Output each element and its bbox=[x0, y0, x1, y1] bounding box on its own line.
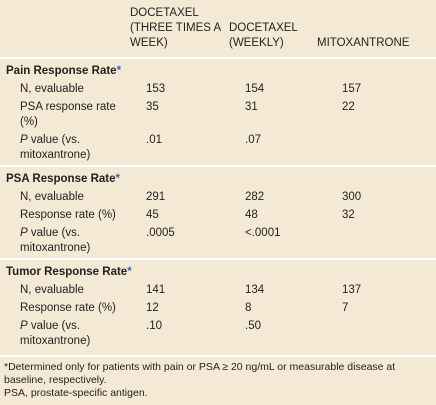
data-row: PSA response rate (%) 35 31 22 bbox=[0, 99, 436, 132]
row-label: Response rate (%) bbox=[20, 302, 116, 314]
row-label: N, evaluable bbox=[20, 284, 84, 296]
value-cell: .01 bbox=[146, 134, 162, 146]
value-cell: 32 bbox=[342, 209, 355, 221]
column-header: DOCETAXEL (WEEKLY) bbox=[229, 22, 298, 49]
value-cell: .0005 bbox=[146, 227, 175, 239]
section-mark: * bbox=[116, 65, 122, 77]
value-cell: 154 bbox=[245, 83, 265, 95]
data-row: N, evaluable 141 134 137 bbox=[0, 282, 436, 300]
row-label-italic: P bbox=[20, 320, 28, 332]
value-cell bbox=[317, 225, 436, 259]
value-cell: 291 bbox=[146, 191, 166, 203]
value-cell: 31 bbox=[245, 101, 258, 113]
corner bbox=[0, 0, 130, 58]
data-row: Response rate (%) 12 8 7 bbox=[0, 300, 436, 318]
section-title: Pain Response Rate* bbox=[0, 57, 436, 81]
header-row: DOCETAXEL (THREE TIMES A WEEK) DOCETAXEL… bbox=[0, 0, 436, 58]
value-cell bbox=[317, 318, 436, 351]
value-cell: 8 bbox=[245, 302, 252, 314]
row-label: N, evaluable bbox=[20, 83, 84, 95]
row-label: Response rate (%) bbox=[20, 209, 116, 221]
value-cell: 45 bbox=[146, 209, 159, 221]
row-label: N, evaluable bbox=[20, 191, 84, 203]
table: DOCETAXEL (THREE TIMES A WEEK) DOCETAXEL… bbox=[0, 0, 436, 351]
row-label: P value (vs. mitoxantrone) bbox=[0, 225, 130, 259]
data-row: P value (vs. mitoxantrone) .0005 <.0001 bbox=[0, 225, 436, 259]
value-cell: 300 bbox=[342, 191, 362, 203]
value-cell: .50 bbox=[245, 320, 261, 332]
row-label-text: value (vs. mitoxantrone) bbox=[20, 134, 91, 161]
section-title-text: Pain Response Rate bbox=[6, 65, 117, 77]
value-cell: 141 bbox=[146, 284, 166, 296]
value-cell: 137 bbox=[342, 284, 362, 296]
data-row: P value (vs. mitoxantrone) .01 .07 bbox=[0, 132, 436, 166]
data-row: P value (vs. mitoxantrone) .10 .50 bbox=[0, 318, 436, 351]
value-cell: 134 bbox=[245, 284, 265, 296]
row-label-text: value (vs. mitoxantrone) bbox=[20, 227, 91, 254]
footnote: PSA, prostate-specific antigen. bbox=[4, 387, 148, 399]
value-cell: 35 bbox=[146, 101, 159, 113]
section-row: PSA Response Rate* bbox=[0, 165, 436, 189]
value-cell bbox=[317, 132, 436, 166]
value-cell: 7 bbox=[342, 302, 349, 314]
section-title-text: PSA Response Rate bbox=[6, 173, 116, 185]
value-cell: 282 bbox=[245, 191, 265, 203]
value-cell: 22 bbox=[342, 101, 355, 113]
data-row: N, evaluable 291 282 300 bbox=[0, 189, 436, 207]
value-cell: 153 bbox=[146, 83, 166, 95]
value-cell: 48 bbox=[245, 209, 258, 221]
row-label: P value (vs. mitoxantrone) bbox=[0, 132, 130, 166]
column-header: DOCETAXEL (THREE TIMES A WEEK) bbox=[130, 7, 221, 49]
data-row: N, evaluable 153 154 157 bbox=[0, 81, 436, 99]
section-title-text: Tumor Response Rate bbox=[6, 266, 128, 278]
value-cell: 157 bbox=[342, 83, 362, 95]
data-row: Response rate (%) 45 48 32 bbox=[0, 207, 436, 225]
row-label-italic: P bbox=[20, 227, 28, 239]
section-mark: * bbox=[115, 173, 120, 185]
column-header: MITOXANTRONE bbox=[317, 37, 410, 49]
row-label: P value (vs. mitoxantrone) bbox=[0, 318, 130, 351]
footnote: *Determined only for patients with pain … bbox=[4, 361, 396, 386]
row-label-italic: P bbox=[20, 134, 28, 146]
section-title: PSA Response Rate* bbox=[0, 165, 436, 189]
section-title: Tumor Response Rate* bbox=[0, 258, 436, 282]
value-cell: 12 bbox=[146, 302, 159, 314]
section-mark: * bbox=[127, 266, 132, 278]
value-cell: .10 bbox=[146, 320, 162, 332]
row-label: PSA response rate (%) bbox=[20, 101, 116, 128]
value-cell: <.0001 bbox=[245, 227, 281, 239]
value-cell: .07 bbox=[245, 134, 261, 146]
footnotes: *Determined only for patients with pain … bbox=[0, 355, 436, 400]
row-label-text: value (vs. mitoxantrone) bbox=[20, 320, 91, 347]
section-row: Tumor Response Rate* bbox=[0, 258, 436, 282]
section-row: Pain Response Rate* bbox=[0, 57, 436, 81]
